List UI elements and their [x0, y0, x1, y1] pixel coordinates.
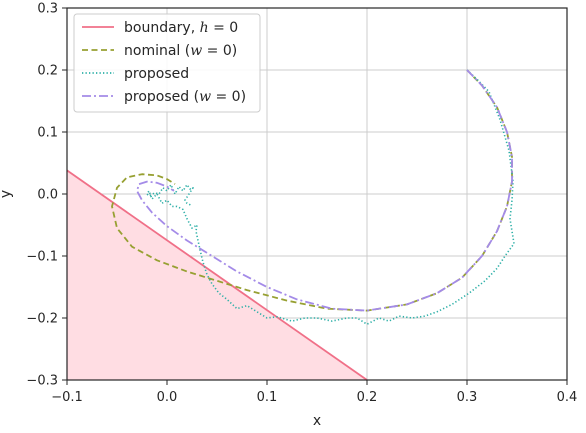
y-tick-label: 0.3 — [37, 2, 58, 17]
y-tick-label: 0.2 — [37, 64, 58, 79]
y-tick-label: −0.2 — [26, 312, 58, 327]
x-tick-label: −0.1 — [51, 390, 83, 405]
legend-box — [73, 13, 261, 113]
series-line-2 — [146, 69, 515, 326]
x-axis-label: x — [313, 413, 321, 429]
series-group — [66, 69, 515, 381]
series-line-0 — [66, 169, 368, 381]
y-tick-label: −0.3 — [26, 374, 58, 389]
x-axis-ticks: −0.1 0.0 0.1 0.2 0.3 0.4 — [51, 380, 577, 405]
legend-label: proposed (w = 0) — [124, 89, 246, 105]
y-axis-label: y — [0, 190, 14, 198]
x-tick-label: 0.1 — [257, 390, 278, 405]
series-line-3 — [136, 69, 513, 312]
x-tick-label: 0.2 — [357, 390, 378, 405]
y-axis-ticks: −0.3 −0.2 −0.1 0.0 0.1 0.2 0.3 — [26, 2, 67, 389]
x-tick-label: 0.0 — [157, 390, 178, 405]
x-tick-label: 0.3 — [457, 390, 478, 405]
y-tick-label: −0.1 — [26, 250, 58, 265]
y-tick-label: 0.1 — [37, 126, 58, 141]
x-tick-label: 0.4 — [557, 390, 578, 405]
legend-label: proposed — [124, 66, 189, 82]
legend: boundary, h = 0 nominal (w = 0) proposed pr… — [73, 13, 261, 113]
legend-label: nominal (w = 0) — [124, 43, 237, 59]
legend-label: boundary, h = 0 — [124, 20, 238, 36]
y-tick-label: 0.0 — [37, 188, 58, 203]
